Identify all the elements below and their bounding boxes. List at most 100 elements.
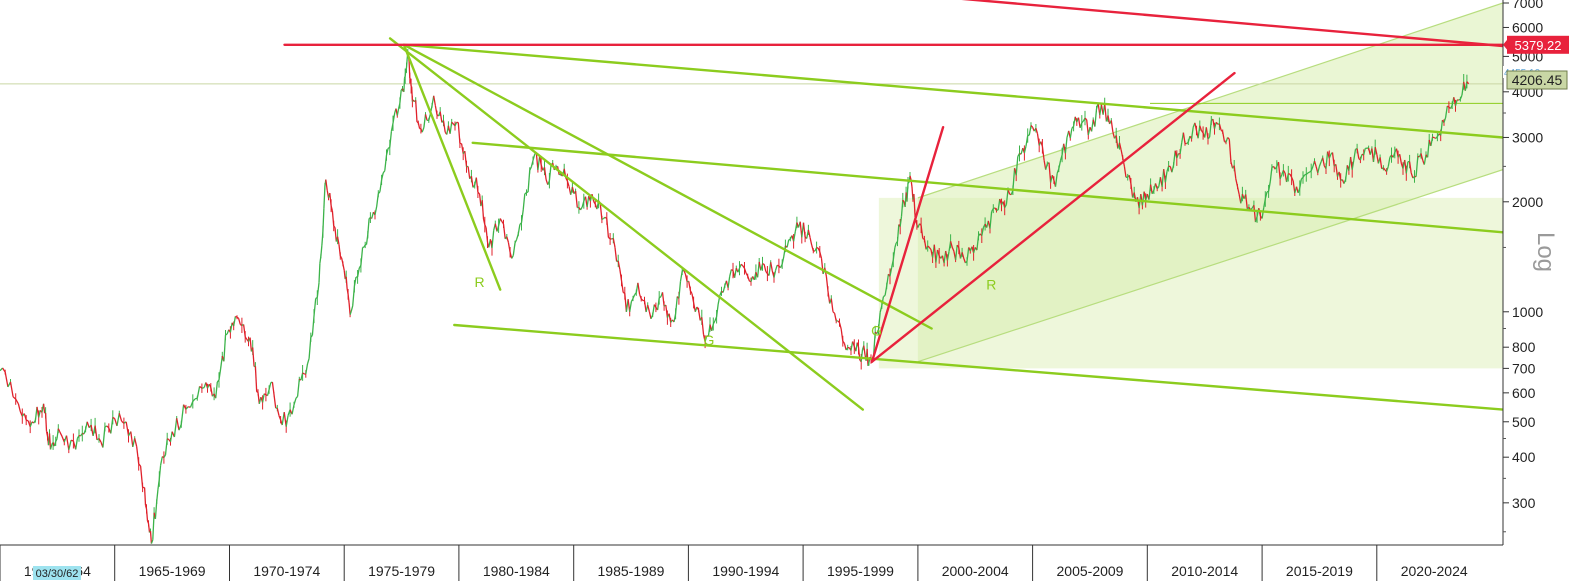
price-segment: [149, 523, 150, 532]
price-segment: [997, 210, 999, 211]
price-segment: [771, 262, 773, 271]
price-segment: [375, 206, 377, 215]
price-segment: [159, 465, 160, 479]
price-segment: [250, 338, 251, 352]
price-segment: [344, 270, 345, 279]
price-segment: [861, 350, 862, 362]
price-segment: [60, 432, 62, 437]
price-segment: [361, 247, 363, 265]
price-segment: [358, 268, 360, 277]
price-segment: [787, 240, 789, 248]
price-segment: [528, 171, 530, 192]
price-segment: [518, 224, 520, 234]
price-segment: [633, 295, 635, 299]
price-segment: [119, 413, 121, 421]
price-segment: [679, 281, 681, 298]
y-tick-label: 400: [1512, 449, 1536, 465]
price-segment: [390, 131, 392, 147]
x-period-label: 2015-2019: [1286, 563, 1353, 579]
price-segment: [522, 210, 524, 223]
y-tick-label: 500: [1512, 414, 1536, 430]
price-segment: [274, 394, 276, 408]
price-segment: [533, 154, 535, 160]
cursor-date-label: 03/30/62: [36, 568, 79, 580]
y-tick-label: 800: [1512, 339, 1536, 355]
price-segment: [131, 432, 133, 447]
price-segment: [504, 224, 506, 239]
price-segment: [676, 297, 678, 314]
price-segment: [155, 502, 156, 519]
price-segment: [1036, 128, 1038, 134]
x-period-label: 1980-1984: [483, 563, 550, 579]
price-segment: [515, 240, 517, 243]
price-segment: [387, 148, 389, 155]
price-segment: [1105, 104, 1107, 122]
price-segment: [321, 245, 322, 256]
price-segment: [844, 343, 846, 350]
price-segment: [326, 180, 327, 191]
price-segment: [234, 316, 236, 326]
price-segment: [147, 509, 148, 521]
price-segment: [303, 373, 305, 374]
price-segment: [383, 171, 385, 173]
y-tick-label: 700: [1512, 360, 1536, 376]
price-segment: [230, 323, 232, 333]
annotation-label: R: [475, 274, 485, 290]
x-period-label: 2020-2024: [1401, 563, 1468, 579]
price-segment: [405, 71, 406, 76]
price-segment: [255, 366, 256, 392]
price-segment: [808, 230, 810, 237]
y-axis-label: Log: [1532, 232, 1559, 272]
price-badge-arrow: [1503, 39, 1508, 51]
price-segment: [407, 60, 408, 68]
price-segment: [523, 194, 525, 210]
price-segment: [76, 438, 78, 449]
price-segment: [576, 191, 578, 208]
price-segment: [615, 247, 617, 261]
x-period-label: 2010-2014: [1171, 563, 1238, 579]
price-segment: [46, 413, 47, 431]
price-badge-label: 4206.45: [1512, 72, 1563, 88]
price-segment: [26, 420, 28, 421]
price-segment: [368, 219, 369, 235]
price-segment: [648, 305, 650, 312]
price-segment: [263, 394, 265, 403]
price-segment: [831, 299, 833, 312]
price-segment: [171, 432, 173, 442]
y-tick-label: 7000: [1512, 0, 1543, 11]
price-segment: [174, 418, 176, 437]
price-segment: [717, 304, 719, 317]
price-segment: [346, 277, 347, 289]
y-tick-label: 1000: [1512, 304, 1543, 320]
price-segment: [317, 283, 319, 298]
price-segment: [202, 388, 204, 389]
price-segment: [372, 212, 374, 218]
price-segment: [622, 281, 624, 293]
price-segment: [197, 386, 199, 398]
price-segment: [1308, 172, 1310, 173]
y-tick-label: 300: [1512, 495, 1536, 511]
price-segment: [382, 173, 384, 180]
price-segment: [44, 404, 45, 413]
price-segment: [277, 408, 279, 416]
price-segment: [319, 263, 320, 283]
price-segment: [748, 276, 750, 281]
price-segment: [741, 264, 743, 266]
price-segment: [482, 200, 483, 219]
price-segment: [440, 112, 442, 123]
price-segment: [774, 270, 776, 277]
y-tick-label: 600: [1512, 385, 1536, 401]
price-segment: [618, 261, 620, 270]
price-segment: [69, 440, 71, 450]
y-tick-label: 6000: [1512, 20, 1543, 36]
price-segment: [864, 346, 865, 356]
price-segment: [237, 317, 239, 318]
x-axis: 1960-19641965-19691970-19741975-19791980…: [0, 545, 1503, 581]
price-segment: [348, 294, 349, 303]
price-segment: [782, 257, 784, 265]
price-segment: [613, 238, 615, 247]
price-segment: [1079, 118, 1081, 128]
price-segment: [404, 78, 405, 92]
price-segment: [18, 404, 20, 412]
